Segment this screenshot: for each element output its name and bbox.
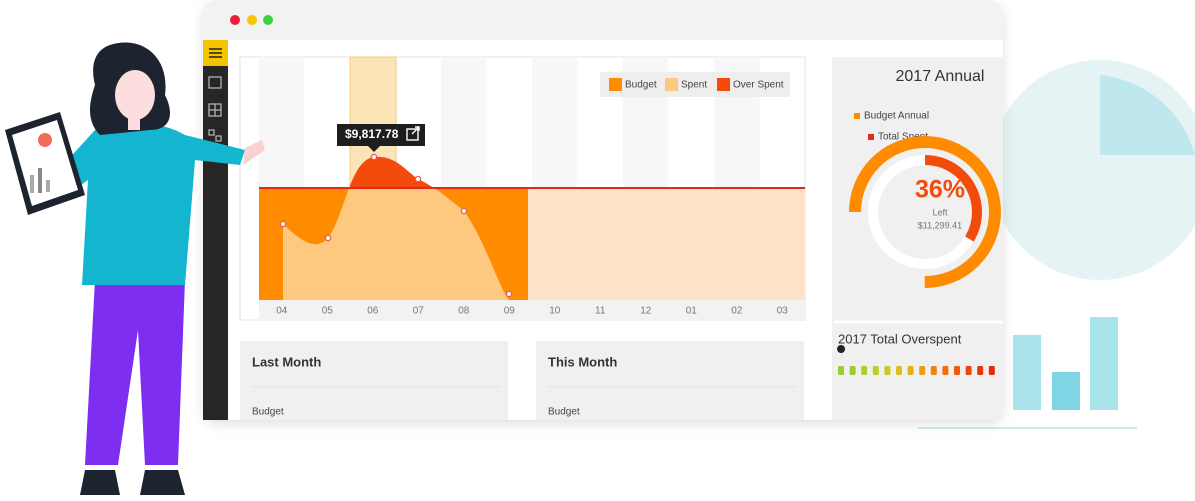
budget-arc [849, 136, 1001, 288]
decor [918, 60, 1195, 429]
card [240, 341, 508, 420]
meter-dot [954, 366, 960, 375]
spent-area [283, 156, 509, 300]
card-title: This Month [548, 354, 617, 369]
meter-dot [872, 366, 879, 375]
person-illustration [5, 42, 265, 495]
meter-dot [930, 366, 937, 375]
month-label: 11 [595, 306, 606, 317]
tooltip-arrow [368, 146, 380, 152]
meter-dot [988, 366, 995, 375]
month-label: 09 [504, 306, 516, 317]
annual-legend: Total Spent [878, 132, 928, 143]
meter-dot [849, 366, 856, 375]
legend-swatch [854, 113, 860, 119]
month-label: 10 [549, 306, 561, 317]
tooltip [337, 124, 425, 146]
meter-dot [861, 366, 868, 375]
overspent-title: 2017 Total Overspent [838, 331, 962, 346]
min-dot [247, 15, 257, 25]
card-row: Budget [548, 407, 580, 418]
menu-icon [209, 48, 222, 58]
legend-swatch [717, 78, 730, 91]
percent-left: 36% [915, 176, 965, 204]
month-label: 08 [458, 306, 470, 317]
legend-swatch [665, 78, 678, 91]
meter-dot [977, 366, 984, 375]
card-row: Budget [252, 407, 284, 418]
left-amount: $11,299.41 [918, 220, 962, 230]
budget-future [528, 188, 805, 300]
month-label: 06 [367, 306, 379, 317]
overspent-meter [838, 366, 995, 375]
legend-swatch [868, 134, 874, 140]
sidebar-icons [208, 76, 222, 142]
month-label: 03 [777, 306, 789, 317]
month-label: 05 [322, 306, 334, 317]
month-label: 12 [640, 306, 652, 317]
card-title: Last Month [252, 354, 321, 369]
meter-marker [837, 345, 846, 363]
spent-arc [868, 155, 982, 269]
annual-legend: Budget Annual [864, 111, 929, 122]
month-labels: 04 05 06 07 08 09 10 11 12 01 02 03 [276, 306, 788, 317]
tooltip-value: $9,817.78 [345, 127, 399, 141]
month-label: 07 [413, 306, 425, 317]
legend-label: Budget [625, 80, 657, 91]
meter-dot [919, 366, 926, 375]
legend-label: Spent [681, 80, 707, 91]
meter-dot [942, 366, 949, 375]
meter-dot [965, 366, 972, 375]
meter-dot [838, 366, 844, 375]
month-label: 04 [276, 306, 288, 317]
meter-dot [884, 366, 891, 375]
legend-label: Over Spent [733, 80, 784, 91]
overspent-area [349, 156, 434, 188]
close-dot [230, 15, 240, 25]
month-label: 02 [731, 306, 743, 317]
external-link-icon[interactable] [406, 126, 420, 141]
left-label: Left [932, 207, 948, 217]
month-axis [259, 300, 805, 320]
annual-title: 2017 Annual [896, 68, 985, 85]
sidebar [203, 40, 228, 420]
spent-points [279, 153, 513, 298]
meter-dot [896, 366, 902, 375]
max-dot [263, 15, 273, 25]
card [536, 341, 804, 420]
month-label: 01 [686, 306, 698, 317]
meter-dot [907, 366, 914, 375]
legend [600, 72, 790, 97]
legend-swatch [609, 78, 622, 91]
